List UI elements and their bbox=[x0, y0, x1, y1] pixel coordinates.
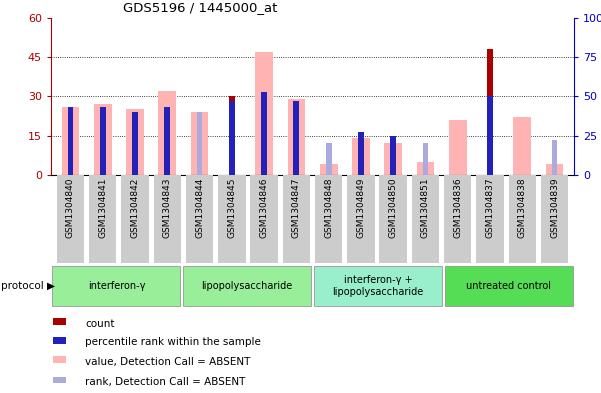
Bar bbox=[282, 175, 310, 263]
Bar bbox=[487, 96, 493, 175]
Bar bbox=[320, 164, 338, 175]
Bar bbox=[197, 112, 203, 175]
Text: GSM1304837: GSM1304837 bbox=[486, 178, 495, 238]
Bar bbox=[287, 99, 305, 175]
Text: GSM1304843: GSM1304843 bbox=[163, 178, 172, 238]
Text: count: count bbox=[85, 319, 115, 329]
Text: interferon-γ: interferon-γ bbox=[88, 281, 145, 291]
Text: GSM1304844: GSM1304844 bbox=[195, 178, 204, 238]
Bar bbox=[444, 175, 471, 263]
FancyBboxPatch shape bbox=[183, 266, 311, 306]
Bar bbox=[347, 175, 374, 263]
Text: GDS5196 / 1445000_at: GDS5196 / 1445000_at bbox=[123, 1, 278, 14]
Bar bbox=[121, 175, 148, 263]
Bar bbox=[229, 96, 235, 175]
Bar bbox=[513, 117, 531, 175]
Text: GSM1304849: GSM1304849 bbox=[356, 178, 365, 238]
Bar bbox=[546, 164, 564, 175]
Text: rank, Detection Call = ABSENT: rank, Detection Call = ABSENT bbox=[85, 377, 246, 387]
Bar bbox=[352, 138, 370, 175]
Bar bbox=[229, 101, 235, 175]
Bar bbox=[53, 376, 66, 383]
Text: percentile rank within the sample: percentile rank within the sample bbox=[85, 337, 261, 347]
Bar bbox=[255, 52, 273, 175]
Text: GSM1304851: GSM1304851 bbox=[421, 178, 430, 238]
Bar bbox=[67, 107, 73, 175]
Bar bbox=[218, 175, 246, 263]
Bar bbox=[53, 337, 66, 343]
Bar bbox=[191, 112, 209, 175]
Bar bbox=[449, 120, 466, 175]
Bar bbox=[53, 356, 66, 363]
Text: interferon-γ +
lipopolysaccharide: interferon-γ + lipopolysaccharide bbox=[332, 275, 424, 297]
Bar bbox=[508, 175, 536, 263]
Bar bbox=[384, 143, 402, 175]
Text: GSM1304846: GSM1304846 bbox=[260, 178, 269, 238]
Bar bbox=[94, 104, 112, 175]
FancyBboxPatch shape bbox=[314, 266, 442, 306]
Text: GSM1304847: GSM1304847 bbox=[292, 178, 301, 238]
Bar bbox=[390, 140, 396, 175]
Bar bbox=[416, 162, 435, 175]
Bar bbox=[89, 175, 117, 263]
Text: value, Detection Call = ABSENT: value, Detection Call = ABSENT bbox=[85, 357, 251, 367]
Bar bbox=[315, 175, 343, 263]
Bar bbox=[126, 109, 144, 175]
Bar bbox=[326, 143, 332, 175]
Bar bbox=[390, 136, 396, 175]
Text: GSM1304838: GSM1304838 bbox=[518, 178, 527, 238]
Bar bbox=[423, 143, 429, 175]
Bar bbox=[159, 91, 176, 175]
Text: GSM1304836: GSM1304836 bbox=[453, 178, 462, 238]
Bar bbox=[56, 175, 84, 263]
FancyBboxPatch shape bbox=[445, 266, 573, 306]
Bar bbox=[293, 101, 299, 175]
Text: GSM1304842: GSM1304842 bbox=[130, 178, 139, 238]
Bar bbox=[552, 140, 558, 175]
Bar bbox=[186, 175, 213, 263]
Text: GSM1304850: GSM1304850 bbox=[389, 178, 398, 238]
Bar bbox=[251, 175, 278, 263]
Text: GSM1304845: GSM1304845 bbox=[227, 178, 236, 238]
FancyBboxPatch shape bbox=[52, 266, 180, 306]
Bar bbox=[164, 107, 170, 175]
Bar bbox=[261, 92, 267, 175]
Bar bbox=[379, 175, 407, 263]
Bar bbox=[132, 112, 138, 175]
Text: GSM1304840: GSM1304840 bbox=[66, 178, 75, 238]
Bar bbox=[541, 175, 569, 263]
Bar bbox=[477, 175, 504, 263]
Text: protocol ▶: protocol ▶ bbox=[1, 281, 55, 291]
Text: GSM1304848: GSM1304848 bbox=[324, 178, 333, 238]
Bar bbox=[61, 107, 79, 175]
Bar bbox=[53, 318, 66, 325]
Text: GSM1304839: GSM1304839 bbox=[550, 178, 559, 238]
Text: untreated control: untreated control bbox=[466, 281, 551, 291]
Bar bbox=[154, 175, 181, 263]
Bar bbox=[358, 132, 364, 175]
Text: GSM1304841: GSM1304841 bbox=[98, 178, 107, 238]
Bar bbox=[487, 49, 493, 175]
Text: lipopolysaccharide: lipopolysaccharide bbox=[201, 281, 293, 291]
Bar bbox=[100, 107, 106, 175]
Bar bbox=[412, 175, 439, 263]
